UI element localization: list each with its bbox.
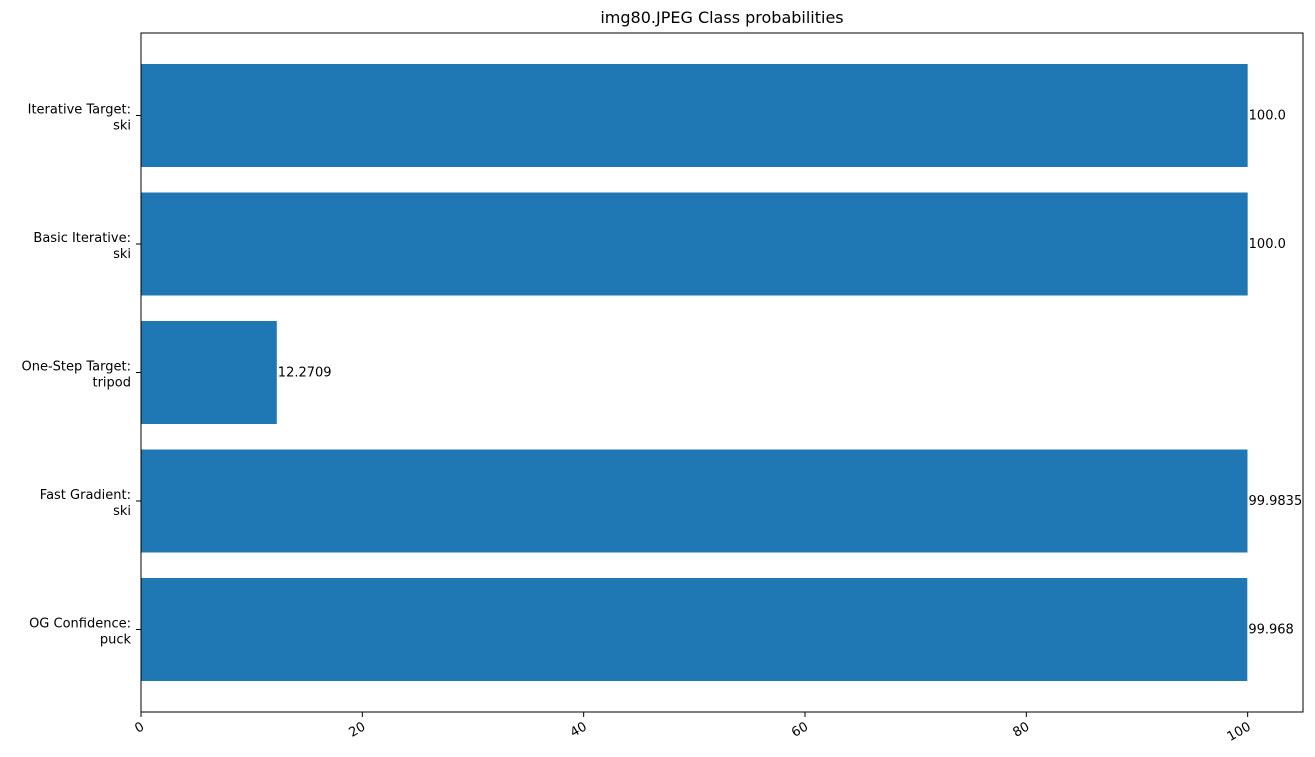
y-axis: OG Confidence: puck Fast Gradient: ski One-S… — [22, 103, 141, 648]
bars-group — [141, 64, 1248, 681]
x-tick-label: 80 — [1011, 719, 1033, 740]
y-tick-label: Iterative Target: ski — [28, 103, 131, 134]
bar — [141, 321, 277, 424]
x-tick-label: 60 — [789, 719, 811, 740]
bar — [141, 449, 1248, 553]
x-axis: 0 20 40 60 80 100 — [132, 712, 1254, 745]
bar-value-label: 99.968 — [1248, 623, 1294, 638]
bar-value-label: 100.0 — [1249, 109, 1286, 124]
x-tick-label: 0 — [132, 719, 147, 736]
bar-value-label: 12.2709 — [278, 366, 332, 381]
y-tick-label: Basic Iterative: ski — [33, 231, 131, 262]
bar-value-label: 100.0 — [1249, 237, 1286, 252]
x-tick-label: 40 — [568, 719, 590, 740]
bar — [141, 578, 1248, 681]
y-tick-label: Fast Gradient: ski — [40, 488, 131, 519]
y-tick-label: OG Confidence: puck — [29, 617, 131, 648]
plot-frame — [140, 32, 1304, 713]
x-tick-label: 100 — [1225, 719, 1254, 744]
x-tick-label: 20 — [347, 719, 369, 740]
bar — [141, 64, 1248, 167]
bar-value-label: 99.9835 — [1248, 494, 1302, 509]
chart-title: img80.JPEG Class probabilities — [600, 8, 843, 27]
bar — [141, 192, 1248, 296]
value-labels-group: 99.968 99.9835 12.2709 100.0 100.0 — [278, 109, 1302, 638]
y-tick-label: One-Step Target: tripod — [22, 360, 132, 391]
